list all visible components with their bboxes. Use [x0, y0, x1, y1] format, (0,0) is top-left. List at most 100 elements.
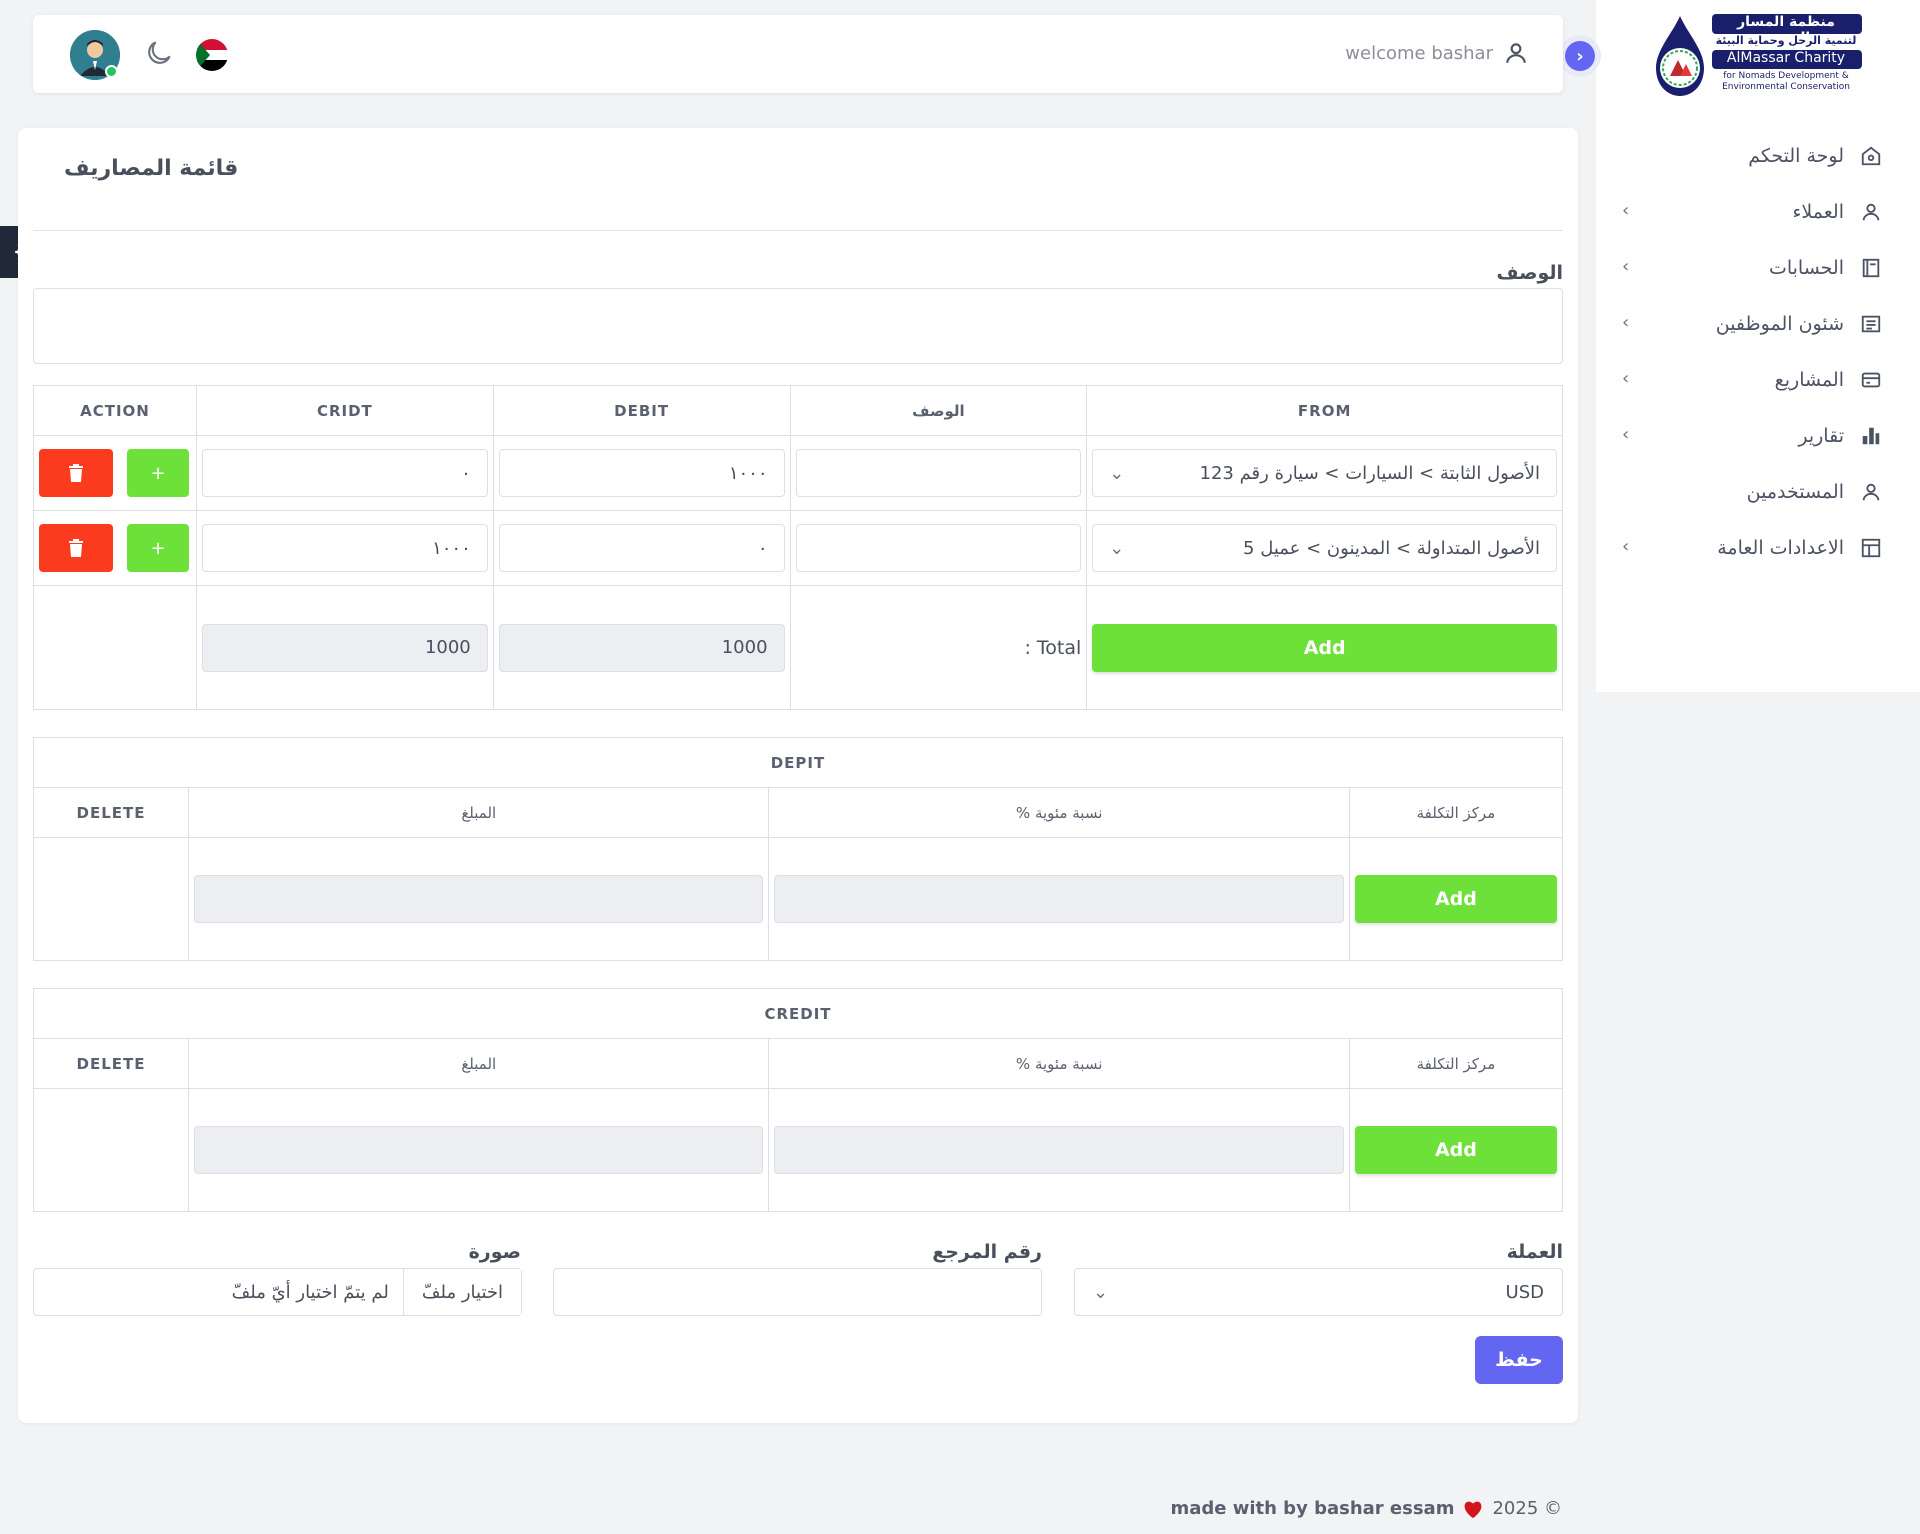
save-button[interactable]: حفظ [1475, 1336, 1563, 1384]
col-header-percent: % نسبة مئوية [768, 1038, 1350, 1089]
delete-row-button[interactable] [39, 449, 113, 497]
divider [33, 230, 1563, 231]
description-textarea[interactable] [33, 288, 1563, 364]
col-header-amount: المبلغ [188, 1038, 770, 1089]
sidebar-item-accounts[interactable]: ‹ الحسابات [1622, 240, 1882, 296]
table-row: + ١٠٠٠ ٠ الأصول المتداولة > المدينون > ع… [33, 510, 1563, 586]
sidebar-item-label: المستخدمين [1746, 481, 1844, 503]
debit-allocation-table: DEPIT DELETE المبلغ % نسبة مئوية مركز ال… [32, 737, 1564, 961]
col-header-delete: DELETE [32, 1038, 190, 1089]
credit-percent-field [774, 1126, 1344, 1174]
add-row-button[interactable]: + [127, 449, 189, 497]
topbar: welcome bashar [33, 15, 1563, 93]
chevron-down-icon: ⌄ [1109, 462, 1125, 484]
col-header-amount: المبلغ [188, 787, 770, 838]
sidebar-item-customers[interactable]: ‹ العملاء [1622, 184, 1882, 240]
add-entry-button[interactable]: Add [1092, 623, 1557, 672]
sidebar-item-users[interactable]: المستخدمين [1622, 464, 1882, 520]
home-icon [1860, 145, 1882, 167]
expenses-card: قائمة المصاريف الوصف ACTION CRIDT DEBIT … [18, 128, 1578, 1423]
debit-input[interactable]: ٠ [498, 524, 785, 572]
col-header-cost-center: مركز التكلفة [1348, 1038, 1564, 1089]
sidebar: منظمة المسار الخيرية لتنمية الرحل وحماية… [1596, 0, 1920, 692]
from-account-value: الأصول الثابتة > السيارات > سيارة رقم 12… [1199, 462, 1541, 484]
moon-icon[interactable] [143, 37, 175, 69]
col-header-cost-center: مركز التكلفة [1348, 787, 1564, 838]
file-status-text: لم يتمّ اختيار أيّ ملفّ [231, 1281, 389, 1303]
credit-amount-field [194, 1126, 764, 1174]
currency-label: العملة [1506, 1241, 1563, 1263]
sidebar-nav: لوحة التحكم ‹ العملاء ‹ الحسابات ‹ شئون … [1622, 128, 1882, 576]
credit-add-button[interactable]: Add [1354, 1126, 1557, 1174]
row-description-input[interactable] [795, 524, 1082, 572]
col-header-description: الوصف [789, 385, 1088, 436]
from-account-select[interactable]: الأصول الثابتة > السيارات > سيارة رقم 12… [1092, 449, 1557, 497]
trash-icon [69, 539, 83, 557]
sidebar-item-label: المشاريع [1774, 369, 1844, 391]
user-icon[interactable] [1503, 40, 1529, 66]
credit-allocation-table: CREDIT DELETE المبلغ % نسبة مئوية مركز ا… [32, 988, 1564, 1212]
footer: made with by bashar essam 2025 © [1170, 1498, 1562, 1519]
choose-file-button[interactable]: اختيار ملفّ [402, 1269, 521, 1315]
debit-input[interactable]: ١٠٠٠ [498, 449, 785, 497]
logo-english-name: AlMassar Charity [1726, 50, 1846, 66]
chevron-left-icon: ‹ [1622, 256, 1630, 277]
chevron-down-icon: ⌄ [1093, 1281, 1109, 1303]
chevron-left-icon: ‹ [1622, 424, 1630, 445]
page-title: قائمة المصاريف [64, 156, 239, 181]
sidebar-item-projects[interactable]: ‹ المشاريع [1622, 352, 1882, 408]
logo-english-tagline-2: Environmental Conservation [1722, 82, 1850, 92]
total-credit-field: 1000 [201, 623, 488, 672]
debit-add-button[interactable]: Add [1354, 875, 1557, 923]
entries-table: ACTION CRIDT DEBIT الوصف FROM + ٠ ١٠٠٠ ا… [33, 385, 1563, 710]
reference-number-input[interactable] [553, 1268, 1042, 1316]
user-icon [1860, 201, 1882, 223]
col-header-action: ACTION [33, 385, 197, 436]
footer-text: made with by bashar essam [1170, 1498, 1455, 1519]
sidebar-item-label: لوحة التحكم [1748, 145, 1844, 167]
currency-select[interactable]: ⌄ USD [1074, 1268, 1563, 1316]
sidebar-item-reports[interactable]: ‹ تقارير [1622, 408, 1882, 464]
sudan-flag-icon[interactable] [196, 39, 228, 71]
user-icon [1860, 481, 1882, 503]
from-account-value: الأصول المتداولة > المدينون > عميل 5 [1243, 537, 1540, 559]
currency-value: USD [1505, 1281, 1544, 1303]
table-row: Add [32, 1088, 1564, 1212]
document-icon [1860, 313, 1882, 335]
sidebar-item-dashboard[interactable]: لوحة التحكم [1622, 128, 1882, 184]
sidebar-item-hr[interactable]: ‹ شئون الموظفين [1622, 296, 1882, 352]
chevron-left-icon: ‹ [1622, 368, 1630, 389]
sidebar-item-settings[interactable]: ‹ الاعدادات العامة [1622, 520, 1882, 576]
sidebar-item-label: شئون الموظفين [1715, 313, 1844, 335]
image-label: صورة [468, 1241, 521, 1263]
table-row: Add [32, 837, 1564, 961]
chevron-left-icon: ‹ [1622, 200, 1630, 221]
image-file-input[interactable]: اختيار ملفّ لم يتمّ اختيار أيّ ملفّ [33, 1268, 522, 1316]
debit-percent-field [774, 875, 1344, 923]
logo-arabic-tagline: لتنمية الرحل وحماية البيئة [1715, 34, 1857, 47]
debit-amount-field [194, 875, 764, 923]
delete-row-button[interactable] [39, 524, 113, 572]
credit-input[interactable]: ١٠٠٠ [201, 524, 488, 572]
add-row-button[interactable]: + [127, 524, 189, 572]
col-header-credit: CRIDT [195, 385, 494, 436]
row-description-input[interactable] [795, 449, 1082, 497]
chevron-down-icon: ⌄ [1109, 537, 1125, 559]
sidebar-item-label: الحسابات [1768, 257, 1844, 279]
heart-icon [1465, 1501, 1482, 1518]
almassar-logo: منظمة المسار الخيرية لتنمية الرحل وحماية… [1650, 12, 1864, 98]
welcome-text: welcome bashar [1345, 43, 1493, 64]
col-header-from: FROM [1086, 385, 1563, 436]
total-label: : Total [1024, 636, 1082, 659]
sidebar-item-label: العملاء [1792, 201, 1845, 223]
credit-input[interactable]: ٠ [201, 449, 488, 497]
footer-year: 2025 © [1492, 1498, 1562, 1519]
chevron-left-icon: ‹ [1622, 536, 1630, 557]
col-header-delete: DELETE [32, 787, 190, 838]
logo-arabic-name: منظمة المسار الخيرية [1737, 14, 1835, 46]
sidebar-toggle-button[interactable]: › [1565, 41, 1595, 71]
chevron-left-icon: ‹ [1622, 312, 1630, 333]
from-account-select[interactable]: الأصول المتداولة > المدينون > عميل 5 ⌄ [1092, 524, 1557, 572]
col-header-debit: DEBIT [492, 385, 791, 436]
layout-icon [1860, 537, 1882, 559]
